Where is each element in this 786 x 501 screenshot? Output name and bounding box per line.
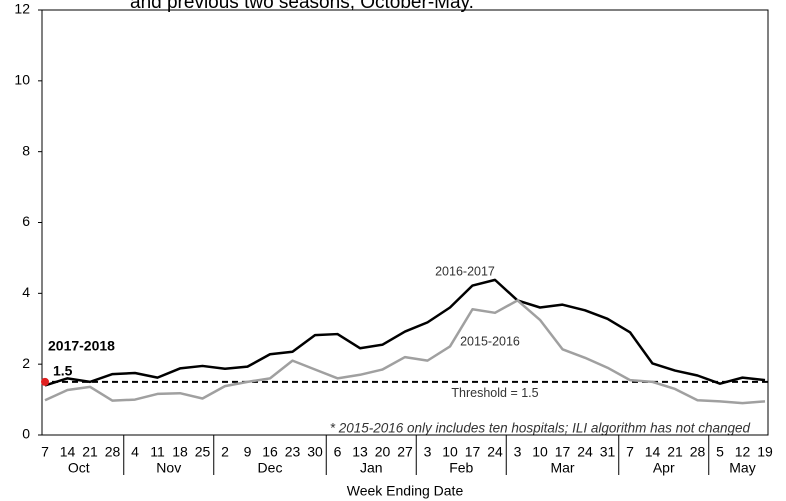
x-tick-label: 3 [424,444,432,460]
x-tick-label: 28 [105,444,121,460]
x-tick-label: 19 [757,444,773,460]
series-point [41,377,49,386]
month-label: Oct [68,460,90,476]
x-tick-label: 24 [577,444,593,460]
month-label: Dec [258,460,283,476]
chart-title: and previous two seasons, October-May. [130,0,474,13]
x-tick-label: 9 [244,444,252,460]
month-label: May [729,460,755,476]
x-tick-label: 3 [514,444,522,460]
x-tick-label: 30 [307,444,323,460]
footnote: * 2015-2016 only includes ten hospitals;… [330,421,751,436]
threshold-label: Threshold = 1.5 [451,386,538,400]
x-tick-label: 17 [465,444,481,460]
y-tick-label: 10 [14,72,30,88]
series-line [44,278,766,387]
x-tick-label: 7 [626,444,634,460]
x-tick-label: 28 [690,444,706,460]
month-label: Mar [550,460,574,476]
month-label: Jan [360,460,383,476]
x-tick-label: 4 [131,444,139,460]
plot-frame [41,9,769,436]
x-tick-label: 14 [645,444,661,460]
x-tick-label: 18 [172,444,188,460]
x-axis-label: Week Ending Date [347,483,464,499]
month-label: Apr [653,460,675,476]
x-tick-label: 25 [195,444,211,460]
x-tick-label: 24 [487,444,503,460]
x-tick-label: 17 [555,444,571,460]
x-tick-label: 11 [150,444,165,460]
x-tick-label: 10 [532,444,548,460]
x-tick-label: 21 [82,444,98,460]
series-line [44,299,766,405]
y-tick-label: 0 [22,426,30,442]
x-tick-label: 12 [735,444,751,460]
y-tick-label: 8 [22,142,30,158]
y-tick-label: 4 [22,284,30,300]
x-tick-label: 5 [716,444,724,460]
y-tick-label: 6 [22,213,30,229]
x-tick-label: 6 [334,444,342,460]
y-tick-label: 2 [22,355,30,371]
x-tick-label: 2 [221,444,229,460]
x-tick-label: 14 [60,444,76,460]
x-tick-label: 10 [442,444,458,460]
x-tick-label: 20 [375,444,391,460]
data-label: 1.5 [53,363,73,379]
series-label: 2017-2018 [48,338,115,354]
series-label: 2015-2016 [460,334,520,348]
x-tick-label: 16 [262,444,278,460]
y-tick-label: 12 [14,1,30,17]
x-tick-label: 27 [397,444,413,460]
series-label: 2016-2017 [435,264,495,278]
month-label: Nov [156,460,181,476]
x-tick-label: 7 [41,444,49,460]
x-tick-label: 21 [667,444,683,460]
x-tick-label: 31 [600,444,616,460]
month-label: Feb [449,460,473,476]
x-tick-label: 23 [285,444,301,460]
x-tick-label: 13 [352,444,368,460]
